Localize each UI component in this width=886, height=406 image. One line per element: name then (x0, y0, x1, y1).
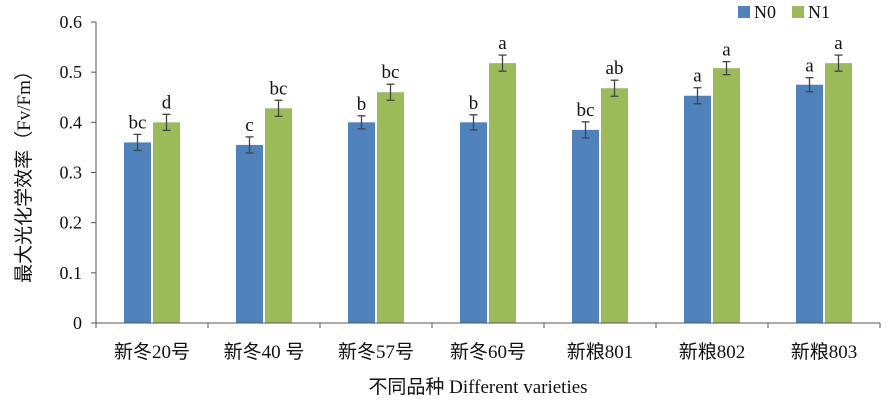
y-tick-label: 0.6 (60, 12, 83, 32)
significance-label: c (245, 115, 253, 136)
significance-label: bc (270, 78, 288, 99)
bar-n0 (124, 142, 151, 323)
significance-label: bc (382, 62, 400, 83)
bar-n1 (825, 63, 852, 324)
bar-n0 (796, 84, 823, 323)
x-axis-title: 不同品种 Different varieties (368, 376, 587, 398)
bar-n0 (460, 122, 487, 323)
significance-label: a (805, 56, 814, 77)
bar-n0 (236, 144, 263, 323)
y-tick-label: 0.4 (60, 112, 83, 132)
significance-label: a (693, 66, 702, 87)
x-tick-label: 新冬57号 (338, 341, 414, 363)
x-tick-label: 新冬60号 (450, 341, 526, 363)
x-tick-label: 新冬40 号 (224, 341, 305, 363)
bar-n1 (377, 92, 404, 323)
y-tick-label: 0 (73, 313, 82, 333)
axes-group: 0 0.1 0.2 0.3 0.4 0.5 0.6 新冬20号 新冬40 号 新冬57号 新冬60号… (60, 12, 881, 363)
bar-n1 (601, 88, 628, 323)
x-tick-label: 新冬20号 (114, 341, 190, 363)
x-tick-label: 新粮801 (567, 341, 634, 363)
bar-n1 (153, 122, 180, 323)
y-tick-label: 0.3 (60, 163, 83, 183)
significance-label: a (498, 33, 507, 54)
y-axis-title: 最大光化学效率（Fv/Fm） (13, 61, 35, 283)
legend-swatch-n1 (792, 6, 804, 18)
x-tick-label: 新粮802 (679, 341, 746, 363)
significance-label: bc (129, 112, 147, 133)
bar-n1 (713, 68, 740, 323)
significance-label: bc (577, 100, 595, 121)
bar-n0 (572, 129, 599, 323)
y-tick-label: 0.1 (60, 263, 83, 283)
legend-label: N1 (808, 2, 830, 22)
legend-swatch-n0 (738, 6, 750, 18)
significance-label: a (834, 33, 843, 54)
legend: N0 N1 (738, 2, 830, 22)
significance-label: a (722, 40, 731, 61)
significance-label: b (469, 93, 479, 114)
y-tick-label: 0.5 (60, 62, 83, 82)
significance-label: b (357, 94, 367, 115)
bar-n1 (489, 63, 516, 324)
significance-label: ab (606, 58, 624, 79)
significance-label: d (162, 92, 172, 113)
bar-n0 (348, 122, 375, 323)
bar-n1 (265, 108, 292, 323)
legend-label: N0 (754, 2, 776, 22)
x-tick-label: 新粮803 (791, 341, 858, 363)
y-tick-label: 0.2 (60, 213, 83, 233)
bar-n0 (684, 95, 711, 324)
